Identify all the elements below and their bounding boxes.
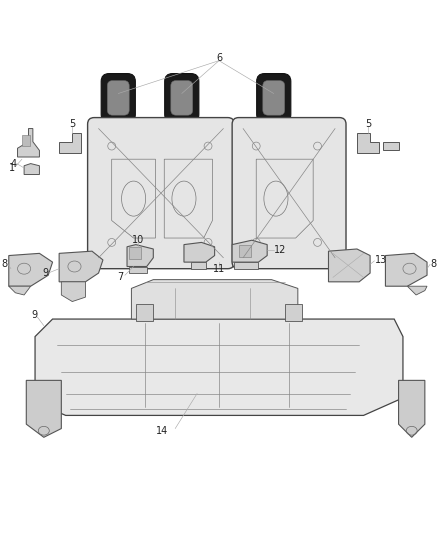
- Polygon shape: [234, 262, 258, 269]
- Polygon shape: [127, 245, 153, 266]
- Polygon shape: [385, 253, 427, 286]
- Text: 5: 5: [69, 119, 75, 129]
- Polygon shape: [232, 240, 267, 262]
- Polygon shape: [35, 319, 403, 415]
- Polygon shape: [9, 286, 31, 295]
- Bar: [285, 304, 302, 321]
- FancyBboxPatch shape: [107, 80, 129, 115]
- Polygon shape: [129, 266, 147, 273]
- Text: 13: 13: [374, 255, 387, 265]
- Polygon shape: [131, 280, 298, 319]
- Polygon shape: [399, 381, 425, 437]
- FancyBboxPatch shape: [171, 80, 193, 115]
- Text: 9: 9: [31, 310, 37, 320]
- Bar: [129, 247, 141, 259]
- Polygon shape: [357, 133, 379, 152]
- FancyBboxPatch shape: [88, 118, 234, 269]
- FancyBboxPatch shape: [165, 74, 199, 122]
- FancyBboxPatch shape: [257, 74, 291, 122]
- Polygon shape: [191, 262, 206, 269]
- FancyBboxPatch shape: [232, 118, 346, 269]
- Polygon shape: [24, 164, 39, 174]
- Text: 9: 9: [42, 268, 48, 278]
- Polygon shape: [61, 282, 85, 302]
- Polygon shape: [59, 251, 103, 282]
- Polygon shape: [18, 128, 39, 157]
- Text: 10: 10: [132, 235, 144, 245]
- Text: 7: 7: [117, 272, 124, 282]
- Polygon shape: [383, 142, 399, 150]
- Text: 4: 4: [11, 159, 17, 168]
- Text: 11: 11: [213, 264, 225, 273]
- Bar: [22, 135, 30, 146]
- Text: 6: 6: [216, 53, 222, 63]
- Bar: [136, 304, 153, 321]
- Polygon shape: [59, 133, 81, 152]
- Text: 8: 8: [430, 260, 436, 269]
- Text: 1: 1: [9, 163, 15, 173]
- FancyBboxPatch shape: [101, 74, 135, 122]
- Text: 5: 5: [365, 119, 371, 129]
- Polygon shape: [407, 286, 427, 295]
- Polygon shape: [184, 243, 215, 262]
- Bar: [239, 245, 251, 257]
- Text: 8: 8: [2, 260, 8, 269]
- Polygon shape: [9, 253, 53, 286]
- Polygon shape: [328, 249, 370, 282]
- Text: 14: 14: [156, 426, 168, 436]
- FancyBboxPatch shape: [263, 80, 285, 115]
- Text: 12: 12: [274, 245, 286, 255]
- Polygon shape: [26, 381, 61, 437]
